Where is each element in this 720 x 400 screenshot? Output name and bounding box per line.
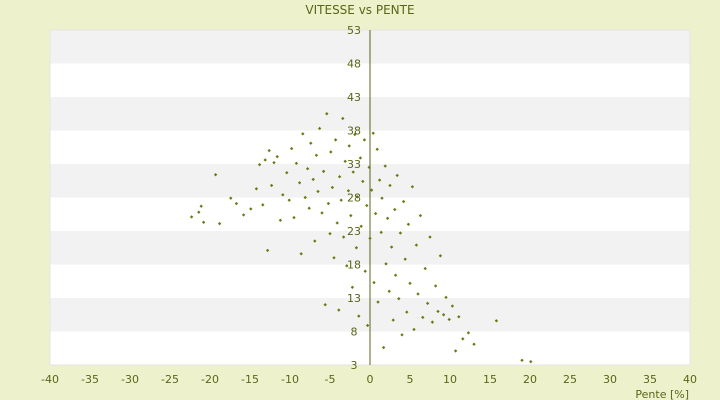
data-point (354, 246, 359, 250)
x-tick-label: 40 (683, 373, 697, 386)
data-point (362, 138, 367, 142)
x-tick-label: -20 (201, 373, 219, 386)
data-point (314, 153, 319, 157)
data-point (418, 213, 423, 218)
x-tick-labels: -40 -35 -30 -25 -20 -15 -10 -5 0 5 10 15 20 25 30 35 40 (41, 373, 697, 386)
x-tick-label: 0 (367, 373, 374, 386)
data-point (234, 201, 239, 206)
x-tick-label: -35 (81, 373, 99, 386)
y-tick-label: 28 (347, 192, 361, 205)
data-point (301, 132, 305, 136)
data-point (249, 207, 253, 211)
x-tick-label: -40 (41, 373, 59, 386)
data-point (361, 179, 365, 184)
data-point (217, 221, 222, 226)
data-point (398, 231, 403, 235)
data-point (520, 358, 524, 363)
data-point (410, 185, 415, 189)
x-tick-label: -15 (241, 373, 259, 386)
x-axis-label: Pente [%] (635, 388, 689, 400)
data-point (285, 171, 289, 175)
y-tick-label: 8 (351, 326, 358, 339)
data-point (406, 222, 411, 226)
data-point (358, 156, 363, 160)
data-point (365, 203, 369, 208)
x-tick-label: -5 (325, 373, 336, 386)
y-tick-label: 18 (347, 259, 361, 272)
x-tick-label: -10 (281, 373, 299, 386)
data-point (326, 201, 331, 206)
data-point (278, 218, 283, 222)
data-point (325, 112, 329, 116)
data-point (329, 150, 333, 154)
data-point (317, 126, 322, 131)
data-point (346, 189, 351, 193)
data-point (313, 239, 317, 243)
data-point (261, 203, 265, 207)
y-tick-label: 43 (347, 91, 361, 104)
data-point (229, 196, 233, 200)
y-tick-label: 33 (347, 158, 361, 171)
chart-title: VITESSE vs PENTE (305, 3, 414, 17)
x-tick-label: -25 (161, 373, 179, 386)
data-point (281, 193, 285, 197)
y-tick-label: 48 (347, 58, 361, 71)
y-tick-label: 38 (347, 125, 361, 138)
data-point (341, 116, 345, 121)
data-point (353, 132, 357, 137)
data-point (349, 213, 353, 218)
y-tick-label: 3 (351, 359, 358, 372)
x-tick-label: 20 (523, 373, 537, 386)
data-point (309, 141, 313, 145)
x-tick-label: 15 (483, 373, 497, 386)
data-point (294, 161, 299, 166)
x-tick-label: 30 (603, 373, 617, 386)
y-tick-label: 53 (347, 24, 361, 37)
data-point (330, 185, 335, 190)
data-point (393, 207, 397, 212)
x-tick-label: 10 (443, 373, 457, 386)
x-tick-label: 25 (563, 373, 577, 386)
y-tick-label: 23 (347, 225, 361, 238)
data-point (414, 243, 419, 247)
y-tick-label: 13 (347, 292, 361, 305)
x-tick-label: 5 (407, 373, 414, 386)
x-tick-label: -30 (121, 373, 139, 386)
x-tick-label: 35 (643, 373, 657, 386)
